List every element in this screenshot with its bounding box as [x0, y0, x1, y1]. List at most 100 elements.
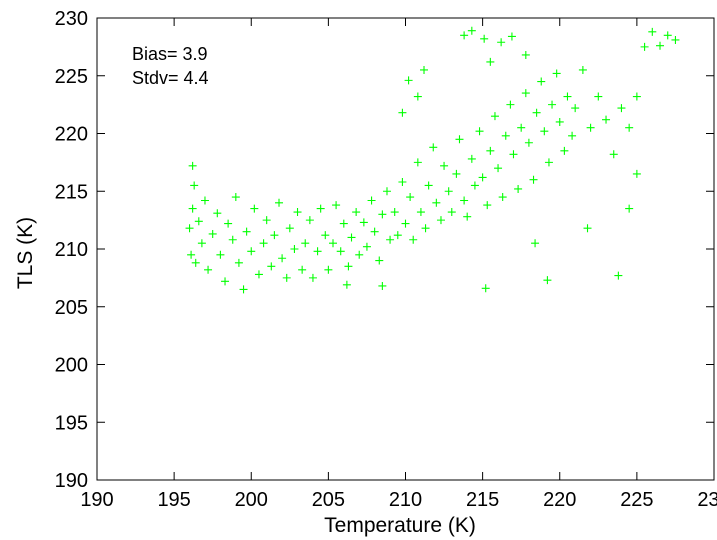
data-point	[305, 216, 314, 225]
data-point	[416, 208, 425, 217]
data-point	[370, 227, 379, 236]
y-tick-label: 215	[55, 181, 88, 203]
data-point	[194, 217, 203, 226]
data-point	[275, 198, 284, 207]
data-point	[270, 231, 279, 240]
data-point	[378, 210, 387, 219]
data-point	[640, 42, 649, 51]
data-point	[404, 76, 413, 85]
data-point	[406, 193, 415, 202]
x-tick-label: 230	[697, 489, 717, 511]
data-point	[188, 161, 197, 170]
data-point	[632, 169, 641, 178]
data-point	[375, 256, 384, 265]
data-point	[342, 280, 351, 289]
data-point	[185, 224, 194, 233]
data-point	[191, 258, 200, 267]
data-point	[609, 150, 618, 159]
data-point	[359, 218, 368, 227]
data-point	[552, 69, 561, 78]
data-point	[187, 250, 196, 259]
data-point	[352, 208, 361, 217]
data-point	[531, 239, 540, 248]
data-point	[285, 224, 294, 233]
data-point	[301, 239, 310, 248]
x-tick-label: 195	[157, 489, 190, 511]
data-point	[316, 204, 325, 213]
data-point	[656, 41, 665, 50]
data-point	[329, 239, 338, 248]
annotation-bias: Bias= 3.9	[132, 44, 208, 64]
data-point	[494, 164, 503, 173]
y-tick-label: 200	[55, 355, 88, 377]
data-point	[413, 158, 422, 167]
y-tick-label: 205	[55, 297, 88, 319]
x-tick-label: 215	[466, 489, 499, 511]
x-tick-label: 205	[312, 489, 345, 511]
data-point	[632, 92, 641, 101]
data-point	[663, 31, 672, 40]
y-axis-title: TLS (K)	[14, 217, 37, 289]
data-point	[521, 89, 530, 98]
data-point	[313, 247, 322, 256]
data-point	[501, 131, 510, 140]
x-tick-label: 210	[389, 489, 422, 511]
data-point	[382, 187, 391, 196]
data-point	[432, 198, 441, 207]
data-point	[344, 262, 353, 271]
data-point	[378, 281, 387, 290]
data-point	[452, 169, 461, 178]
data-point	[262, 216, 271, 225]
data-point	[208, 229, 217, 238]
data-point	[517, 123, 526, 132]
data-point	[671, 35, 680, 44]
data-point	[347, 233, 356, 242]
data-point	[393, 231, 402, 240]
data-point	[321, 231, 330, 240]
data-point	[267, 262, 276, 271]
data-point	[571, 104, 580, 113]
data-point	[507, 32, 516, 41]
data-point	[506, 100, 515, 109]
data-point	[221, 277, 230, 286]
data-point	[290, 245, 299, 253]
data-point	[339, 219, 348, 228]
data-point	[247, 247, 256, 256]
data-point	[648, 27, 657, 36]
data-point	[444, 187, 453, 196]
data-point	[460, 31, 469, 40]
data-point	[332, 201, 341, 210]
data-point	[625, 123, 634, 132]
x-tick-label: 225	[620, 489, 653, 511]
data-point	[463, 212, 472, 221]
data-point	[398, 178, 407, 187]
data-point	[421, 224, 430, 233]
data-point	[524, 138, 533, 147]
data-point	[602, 115, 611, 124]
data-point	[409, 235, 418, 244]
data-point	[278, 254, 287, 263]
data-point	[483, 201, 492, 210]
data-point	[204, 265, 213, 274]
data-point	[234, 258, 243, 267]
data-point	[586, 123, 595, 132]
data-point	[543, 276, 552, 285]
y-tick-labels: 190 195 200 205 210 215 220 225 230	[55, 8, 88, 492]
data-point	[242, 227, 251, 236]
axis-ticks	[96, 17, 715, 481]
x-tick-label: 200	[235, 489, 268, 511]
data-point	[560, 146, 569, 155]
data-point	[625, 204, 634, 213]
data-point	[429, 143, 438, 152]
data-point	[420, 65, 429, 74]
data-point	[455, 135, 464, 144]
data-point	[336, 247, 345, 256]
data-point	[228, 235, 237, 244]
data-point	[498, 193, 507, 202]
y-tick-label: 210	[55, 239, 88, 261]
data-point	[190, 181, 199, 190]
annotation-stdv: Stdv= 4.4	[132, 68, 209, 88]
data-point	[308, 273, 317, 282]
data-point	[367, 196, 376, 205]
